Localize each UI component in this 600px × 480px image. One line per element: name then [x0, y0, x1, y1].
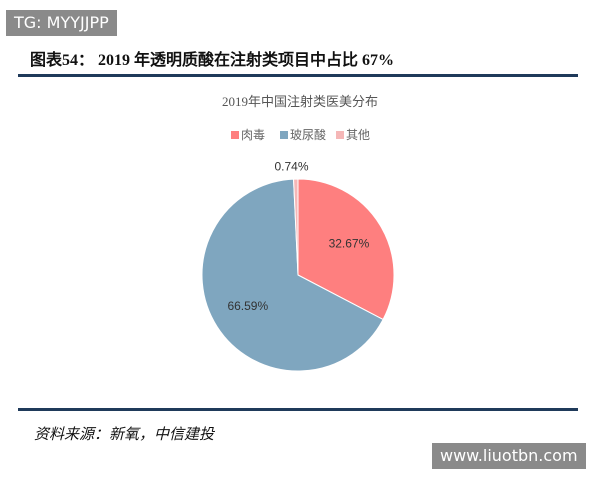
- legend-label: 肉毒: [241, 128, 265, 142]
- watermark: TG: MYYJJPP: [6, 10, 117, 36]
- value-label: 66.59%: [227, 299, 268, 313]
- rule: [18, 408, 578, 411]
- value-label: 0.74%: [274, 160, 308, 174]
- pie-slice: [297, 178, 395, 321]
- rule: [18, 74, 578, 77]
- chart: 2019年中国注射类医美分布 肉毒 玻尿酸 其他 32.67% 66.59% 0.74%: [201, 94, 395, 372]
- value-label: 32.67%: [329, 236, 370, 250]
- pie-slice: [293, 178, 299, 276]
- legend-swatch: [231, 131, 239, 139]
- heading: 图表54： 2019 年透明质酸在注射类项目中占比 67%: [30, 52, 395, 69]
- legend-swatch: [336, 131, 344, 139]
- chart-title: 2019年中国注射类医美分布: [222, 94, 378, 109]
- watermark: www.liuotbn.com: [432, 443, 586, 469]
- legend-label: 其他: [346, 128, 370, 142]
- source: 资料来源：新氧，中信建投: [34, 427, 215, 443]
- pie-slice: [201, 178, 384, 372]
- legend-swatch: [280, 131, 288, 139]
- legend-label: 玻尿酸: [290, 127, 326, 142]
